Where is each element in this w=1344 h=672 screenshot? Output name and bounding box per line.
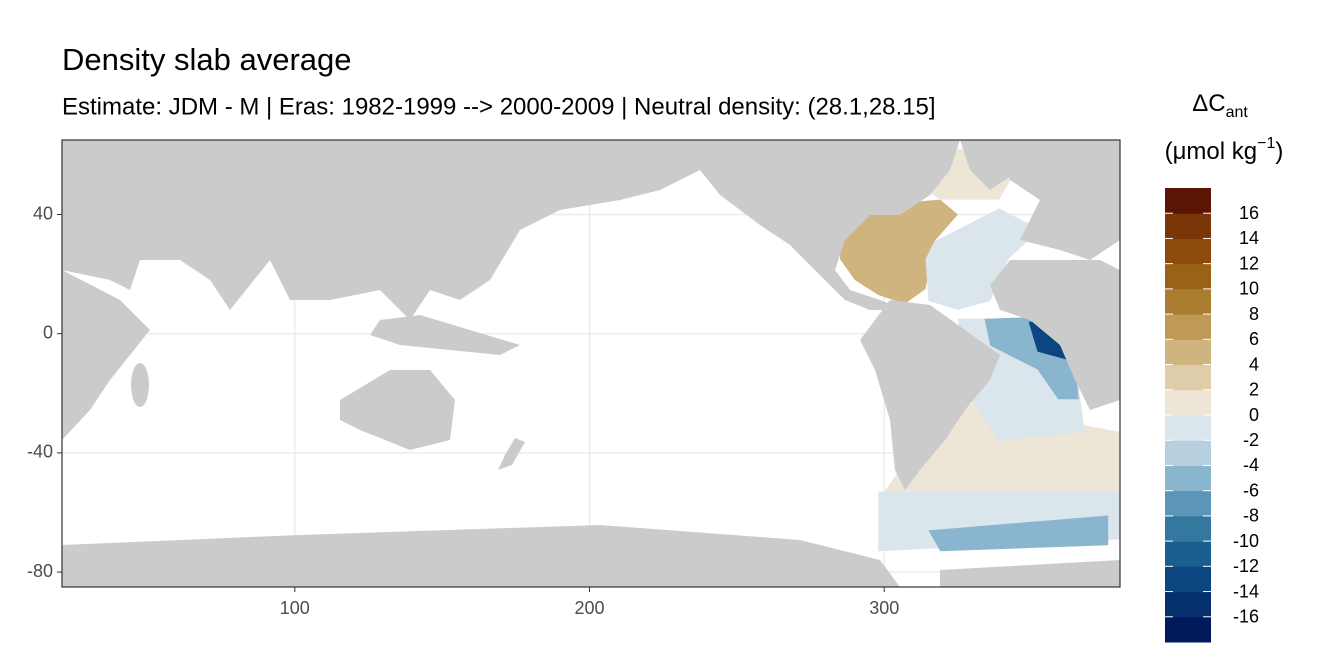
land-new-zealand — [498, 438, 525, 470]
colorbar-bin — [1165, 314, 1211, 340]
legend-unit-close: ) — [1275, 138, 1283, 165]
colorbar-label: 14 — [1239, 228, 1259, 248]
colorbar-label: -4 — [1243, 455, 1259, 475]
colorbar-bin — [1165, 440, 1211, 466]
chart-title: Density slab average — [62, 42, 352, 77]
y-tick-label: -80 — [27, 561, 53, 581]
colorbar-bin — [1165, 490, 1211, 517]
colorbar-bin — [1165, 465, 1211, 492]
y-tick-label: -40 — [27, 442, 53, 462]
land-europe — [1000, 140, 1120, 260]
land-madagascar — [131, 363, 149, 407]
colorbar-bin — [1165, 541, 1211, 567]
colorbar-bin — [1165, 213, 1211, 239]
land-australia — [340, 370, 455, 450]
land-antarctica-west — [62, 525, 900, 587]
land-south-america — [860, 300, 1000, 490]
legend-title: ΔCant — [1192, 90, 1248, 121]
legend-title-sub: ant — [1226, 104, 1249, 121]
data-region — [840, 199, 958, 304]
colorbar-bin — [1165, 339, 1211, 366]
chart-subtitle: Estimate: JDM - M | Eras: 1982-1999 --> … — [62, 93, 936, 120]
legend-unit-open: (μmol kg — [1165, 138, 1258, 165]
colorbar-label: 8 — [1249, 304, 1259, 324]
colorbar-label: -16 — [1233, 607, 1259, 627]
land-north-america — [690, 140, 960, 310]
colorbar-bin — [1165, 389, 1211, 416]
y-tick-label: 40 — [33, 203, 53, 223]
colorbar-bin — [1165, 238, 1211, 265]
colorbar-label: -10 — [1233, 531, 1259, 551]
colorbar-label: 0 — [1249, 405, 1259, 425]
colorbar-label: -2 — [1243, 430, 1259, 450]
x-tick-label: 300 — [869, 598, 899, 618]
colorbar-label: 12 — [1239, 253, 1259, 273]
x-tick-label: 100 — [280, 598, 310, 618]
land-africa — [990, 260, 1120, 410]
legend-unit-sup: −1 — [1257, 135, 1275, 152]
colorbar-bin — [1165, 263, 1211, 290]
colorbar-label: 2 — [1249, 380, 1259, 400]
colorbar-bin — [1165, 591, 1211, 618]
land-antarctica-east — [940, 560, 1120, 587]
panel-border — [61, 139, 1121, 588]
colorbar-bin — [1165, 288, 1211, 315]
colorbar-bin — [1165, 188, 1211, 214]
colorbar-label: 10 — [1239, 279, 1259, 299]
colorbar-label: -12 — [1233, 556, 1259, 576]
colorbar-bin — [1165, 364, 1211, 391]
land-indonesia — [370, 315, 520, 355]
data-region — [928, 515, 1109, 552]
colorbar-bin — [1165, 566, 1211, 593]
land — [62, 140, 1120, 587]
land-africa-east — [62, 270, 150, 440]
legend-unit: (μmol kg−1) — [1165, 135, 1284, 165]
colorbar-bin — [1165, 415, 1211, 441]
colorbar-label: 16 — [1239, 203, 1259, 223]
legend: 16 14 12 10 8 6 4 2 0 -2 -4 -6 -8 -10 -12 -14 -16 — [1165, 188, 1259, 643]
colorbar-label: -8 — [1243, 506, 1259, 526]
x-tick-label: 200 — [575, 598, 605, 618]
colorbar-label: -6 — [1243, 480, 1259, 500]
colorbar-label: 4 — [1249, 354, 1259, 374]
colorbar-bin — [1165, 616, 1211, 643]
colorbar-label: -14 — [1233, 581, 1259, 601]
colorbar-label: 6 — [1249, 329, 1259, 349]
colorbar-bin — [1165, 515, 1211, 542]
data-region — [925, 208, 1041, 310]
legend-title-main: ΔC — [1192, 90, 1225, 117]
y-tick-label: 0 — [43, 322, 53, 342]
land-eurasia — [62, 140, 700, 320]
